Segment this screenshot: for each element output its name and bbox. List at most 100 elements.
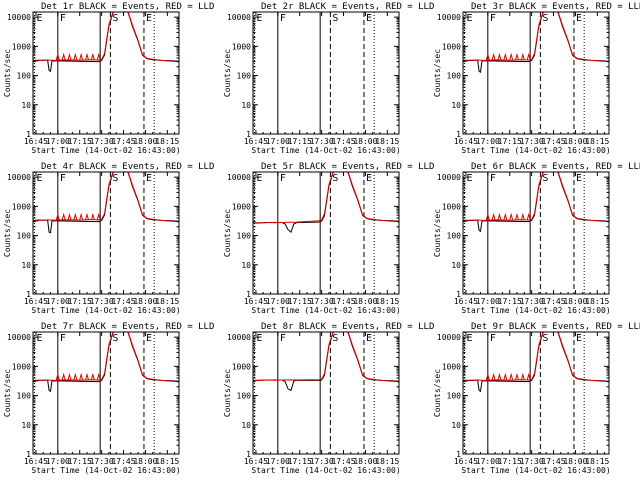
- x-tick-label: 17:45: [541, 137, 565, 146]
- lld-spike: [73, 52, 78, 61]
- lld-spike: [96, 52, 101, 61]
- y-tick-label: 10000: [227, 333, 251, 342]
- y-tick-label: 1: [246, 450, 251, 459]
- x-axis-label: Start Time (14-Oct-02 16:43:00): [251, 466, 400, 475]
- y-tick-label: 100: [447, 72, 462, 81]
- x-tick-label: 16:45: [454, 457, 478, 466]
- y-tick-label: 10: [451, 101, 461, 110]
- y-tick-label: 1: [456, 450, 461, 459]
- x-axis-label: Start Time (14-Oct-02 16:43:00): [461, 466, 610, 475]
- lld-spike: [509, 52, 514, 61]
- plot-frame: [252, 331, 400, 455]
- panel-title: Det 2r BLACK = Events, RED = LLD: [261, 2, 434, 12]
- lld-spike: [526, 372, 531, 381]
- series-lld: [33, 332, 179, 383]
- lld-spike: [55, 372, 60, 381]
- x-tick-label: 18:15: [585, 457, 609, 466]
- lld-spike: [497, 52, 502, 61]
- lld-spike: [67, 212, 72, 221]
- lld-spike: [515, 52, 520, 61]
- y-tick-label: 100: [237, 392, 252, 401]
- x-axis-label: Start Time (14-Oct-02 16:43:00): [251, 146, 400, 155]
- x-tick-label: 18:00: [563, 297, 587, 306]
- y-axis-label: Counts/sec: [433, 209, 442, 257]
- x-tick-label: 17:00: [46, 137, 70, 146]
- x-tick-label: 17:45: [331, 457, 355, 466]
- marker-label: F: [280, 13, 286, 24]
- marker-label: F: [60, 173, 66, 184]
- x-axis-label: Start Time (14-Oct-02 16:43:00): [31, 306, 180, 315]
- x-tick-label: 16:45: [24, 137, 48, 146]
- lld-spike: [509, 212, 514, 221]
- x-tick-label: 17:30: [90, 297, 114, 306]
- x-tick-label: 18:00: [133, 297, 157, 306]
- y-tick-label: 10: [21, 261, 31, 270]
- marker-label: E: [146, 173, 152, 184]
- y-tick-label: 10000: [227, 173, 251, 182]
- lld-spike: [96, 372, 101, 381]
- y-tick-label: 100: [447, 232, 462, 241]
- y-tick-label: 10000: [437, 333, 461, 342]
- x-tick-label: 18:15: [585, 297, 609, 306]
- y-tick-label: 10: [21, 421, 31, 430]
- marker-label: S: [542, 13, 548, 24]
- y-axis-label: Counts/sec: [3, 209, 12, 257]
- y-axis-label: Counts/sec: [3, 369, 12, 417]
- plot-frame: [252, 171, 400, 295]
- panel-title: Det 7r BLACK = Events, RED = LLD: [41, 322, 214, 332]
- x-tick-label: 18:15: [585, 137, 609, 146]
- panel-title: Det 8r BLACK = Events, RED = LLD: [261, 322, 434, 332]
- lld-spike: [55, 212, 60, 221]
- marker-label: E: [256, 13, 262, 24]
- x-tick-label: 17:00: [266, 457, 290, 466]
- panel-title: Det 3r BLACK = Events, RED = LLD: [471, 2, 640, 12]
- x-tick-label: 16:45: [244, 457, 268, 466]
- series-lld: [463, 332, 609, 383]
- marker-label: S: [542, 173, 548, 184]
- x-axis-label: Start Time (14-Oct-02 16:43:00): [31, 146, 180, 155]
- lld-spike: [85, 372, 90, 381]
- marker-label: E: [466, 173, 472, 184]
- marker-label: F: [490, 13, 496, 24]
- marker-label: F: [490, 173, 496, 184]
- lld-spike: [515, 212, 520, 221]
- series-lld: [463, 172, 609, 223]
- lld-spike: [55, 52, 60, 61]
- lld-spike: [497, 372, 502, 381]
- marker-label: F: [60, 13, 66, 24]
- x-tick-label: 18:00: [563, 137, 587, 146]
- x-tick-label: 16:45: [244, 297, 268, 306]
- y-tick-label: 1000: [442, 202, 461, 211]
- y-tick-label: 100: [17, 72, 32, 81]
- marker-label: F: [490, 333, 496, 344]
- lld-spike: [61, 212, 66, 221]
- x-axis-label: Start Time (14-Oct-02 16:43:00): [461, 306, 610, 315]
- marker-label: E: [576, 333, 582, 344]
- lld-spike: [79, 212, 84, 221]
- marker-label: E: [146, 333, 152, 344]
- lld-spike: [61, 52, 66, 61]
- y-tick-label: 1000: [12, 362, 31, 371]
- x-tick-label: 17:30: [310, 137, 334, 146]
- lld-spike: [503, 52, 508, 61]
- x-tick-label: 17:45: [331, 137, 355, 146]
- marker-label: E: [576, 173, 582, 184]
- x-tick-label: 18:00: [563, 457, 587, 466]
- y-tick-label: 1: [246, 290, 251, 299]
- x-tick-label: 17:45: [111, 297, 135, 306]
- x-tick-label: 16:45: [454, 137, 478, 146]
- y-tick-label: 10: [241, 261, 251, 270]
- x-tick-label: 17:30: [520, 457, 544, 466]
- x-tick-label: 16:45: [454, 297, 478, 306]
- lld-spike: [526, 212, 531, 221]
- y-axis-label: Counts/sec: [433, 369, 442, 417]
- y-axis-label: Counts/sec: [3, 49, 12, 97]
- x-tick-label: 18:00: [353, 297, 377, 306]
- y-tick-label: 10: [21, 101, 31, 110]
- y-tick-label: 1: [26, 290, 31, 299]
- marker-label: E: [576, 13, 582, 24]
